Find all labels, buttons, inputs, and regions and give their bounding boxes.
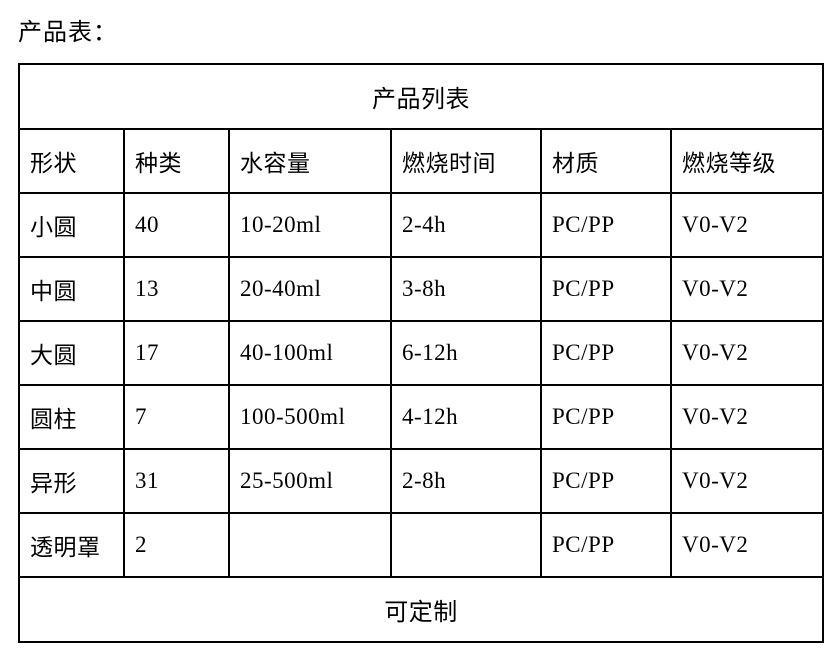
table-cell: 4-12h [391, 385, 541, 449]
table-cell: PC/PP [541, 257, 671, 321]
table-cell: 13 [124, 257, 229, 321]
table-footer-row: 可定制 [19, 577, 823, 642]
table-footer: 可定制 [19, 577, 823, 642]
table-cell: 异形 [19, 449, 124, 513]
table-cell: PC/PP [541, 449, 671, 513]
table-cell: 100-500ml [229, 385, 391, 449]
table-row: 大圆 17 40-100ml 6-12h PC/PP V0-V2 [19, 321, 823, 385]
table-header-cell: 材质 [541, 129, 671, 193]
table-cell: 20-40ml [229, 257, 391, 321]
table-header-row: 形状 种类 水容量 燃烧时间 材质 燃烧等级 [19, 129, 823, 193]
table-cell: PC/PP [541, 385, 671, 449]
table-row: 透明罩 2 PC/PP V0-V2 [19, 513, 823, 577]
table-cell: V0-V2 [671, 321, 823, 385]
table-cell: 6-12h [391, 321, 541, 385]
table-cell: PC/PP [541, 193, 671, 257]
table-row: 圆柱 7 100-500ml 4-12h PC/PP V0-V2 [19, 385, 823, 449]
table-cell: 2 [124, 513, 229, 577]
table-cell: 17 [124, 321, 229, 385]
table-cell: 小圆 [19, 193, 124, 257]
table-cell: PC/PP [541, 513, 671, 577]
table-cell: 40 [124, 193, 229, 257]
table-cell: 大圆 [19, 321, 124, 385]
table-header-cell: 种类 [124, 129, 229, 193]
table-cell: 25-500ml [229, 449, 391, 513]
table-cell: 7 [124, 385, 229, 449]
table-cell: 10-20ml [229, 193, 391, 257]
page-title: 产品表： [18, 12, 822, 47]
table-cell: 40-100ml [229, 321, 391, 385]
table-cell: 2-4h [391, 193, 541, 257]
table-cell: V0-V2 [671, 449, 823, 513]
table-cell: 圆柱 [19, 385, 124, 449]
table-cell: PC/PP [541, 321, 671, 385]
table-header-cell: 水容量 [229, 129, 391, 193]
table-header-cell: 形状 [19, 129, 124, 193]
product-table: 产品列表 形状 种类 水容量 燃烧时间 材质 燃烧等级 小圆 40 10-20m… [18, 63, 824, 643]
table-cell: V0-V2 [671, 385, 823, 449]
table-row: 中圆 13 20-40ml 3-8h PC/PP V0-V2 [19, 257, 823, 321]
table-cell: 2-8h [391, 449, 541, 513]
table-cell: 31 [124, 449, 229, 513]
table-cell: V0-V2 [671, 513, 823, 577]
table-cell: 3-8h [391, 257, 541, 321]
table-title: 产品列表 [19, 64, 823, 129]
table-title-row: 产品列表 [19, 64, 823, 129]
table-cell: V0-V2 [671, 193, 823, 257]
table-cell: 透明罩 [19, 513, 124, 577]
table-cell: V0-V2 [671, 257, 823, 321]
table-header-cell: 燃烧等级 [671, 129, 823, 193]
table-cell [391, 513, 541, 577]
table-row: 小圆 40 10-20ml 2-4h PC/PP V0-V2 [19, 193, 823, 257]
table-cell: 中圆 [19, 257, 124, 321]
table-header-cell: 燃烧时间 [391, 129, 541, 193]
table-cell [229, 513, 391, 577]
table-row: 异形 31 25-500ml 2-8h PC/PP V0-V2 [19, 449, 823, 513]
